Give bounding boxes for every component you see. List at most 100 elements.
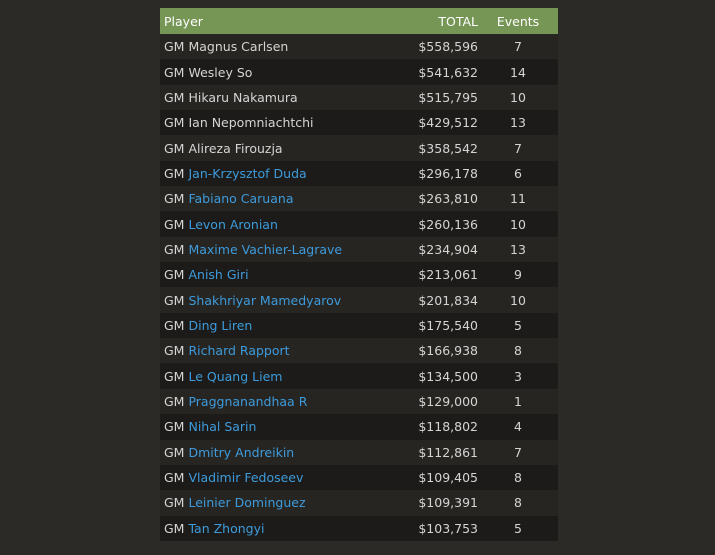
player-name-link[interactable]: Fabiano Caruana — [188, 191, 294, 207]
player-cell: GM Wesley So — [160, 59, 398, 84]
player-cell: GM Alireza Firouzja — [160, 135, 398, 160]
table-row: GM Ding Liren $175,540 5 — [160, 312, 558, 339]
table-row: GM Jan-Krzysztof Duda $296,178 6 — [160, 160, 558, 187]
events-cell: 5 — [514, 317, 522, 333]
player-title: GM — [164, 115, 185, 131]
total-cell: $541,632 — [418, 64, 478, 80]
events-cell: 9 — [514, 267, 522, 283]
player-cell: GM Nihal Sarin — [160, 414, 398, 439]
player-cell: GM Magnus Carlsen — [160, 34, 398, 59]
table-row: GM Shakhriyar Mamedyarov $201,834 10 — [160, 287, 558, 313]
table-row: GM Hikaru Nakamura $515,795 10 — [160, 84, 558, 111]
events-cell: 8 — [514, 470, 522, 486]
player-title: GM — [164, 89, 185, 105]
player-title: GM — [164, 470, 185, 486]
player-cell: GM Ding Liren — [160, 313, 398, 338]
total-cell: $201,834 — [418, 292, 478, 308]
events-cell: 8 — [514, 343, 522, 359]
player-cell: GM Leinier Dominguez — [160, 490, 398, 515]
player-cell: GM Le Quang Liem — [160, 363, 398, 388]
player-name: Alireza Firouzja — [188, 140, 283, 156]
player-title: GM — [164, 64, 185, 80]
player-title: GM — [164, 165, 185, 181]
events-cell: 1 — [514, 393, 522, 409]
table-row: GM Praggnanandhaa R $129,000 1 — [160, 388, 558, 415]
player-cell: GM Fabiano Caruana — [160, 186, 398, 211]
player-title: GM — [164, 419, 185, 435]
player-cell: GM Hikaru Nakamura — [160, 85, 398, 110]
player-name-link[interactable]: Jan-Krzysztof Duda — [188, 165, 307, 181]
table-header-row: Player TOTAL Events — [160, 8, 558, 34]
player-title: GM — [164, 343, 185, 359]
player-title: GM — [164, 39, 185, 55]
player-name-link[interactable]: Ding Liren — [188, 317, 253, 333]
player-title: GM — [164, 267, 185, 283]
player-title: GM — [164, 444, 185, 460]
events-cell: 4 — [514, 419, 522, 435]
total-cell: $296,178 — [418, 165, 478, 181]
table-row: GM Tan Zhongyi $103,753 5 — [160, 515, 558, 541]
total-cell: $166,938 — [418, 343, 478, 359]
player-name: Hikaru Nakamura — [188, 89, 298, 105]
player-cell: GM Richard Rapport — [160, 338, 398, 363]
table-row: GM Alireza Firouzja $358,542 7 — [160, 135, 558, 161]
total-cell: $263,810 — [418, 191, 478, 207]
total-cell: $260,136 — [418, 216, 478, 232]
events-cell: 7 — [514, 444, 522, 460]
player-title: GM — [164, 191, 185, 207]
events-cell: 8 — [514, 495, 522, 511]
total-cell: $109,405 — [418, 470, 478, 486]
player-title: GM — [164, 292, 185, 308]
player-name-link[interactable]: Tan Zhongyi — [188, 520, 265, 536]
player-cell: GM Praggnanandhaa R — [160, 389, 398, 414]
total-cell: $213,061 — [418, 267, 478, 283]
table-row: GM Leinier Dominguez $109,391 8 — [160, 490, 558, 516]
player-title: GM — [164, 495, 185, 511]
table-row: GM Le Quang Liem $134,500 3 — [160, 363, 558, 389]
total-cell: $112,861 — [418, 444, 478, 460]
table-row: GM Ian Nepomniachtchi $429,512 13 — [160, 110, 558, 136]
player-name-link[interactable]: Richard Rapport — [188, 343, 290, 359]
player-title: GM — [164, 140, 185, 156]
player-title: GM — [164, 317, 185, 333]
total-cell: $558,596 — [418, 39, 478, 55]
player-title: GM — [164, 216, 185, 232]
events-cell: 10 — [510, 292, 526, 308]
player-cell: GM Anish Giri — [160, 262, 398, 287]
player-name: Ian Nepomniachtchi — [188, 115, 314, 131]
events-cell: 13 — [510, 115, 526, 131]
player-name-link[interactable]: Leinier Dominguez — [188, 495, 306, 511]
total-cell: $175,540 — [418, 317, 478, 333]
total-cell: $429,512 — [418, 115, 478, 131]
player-cell: GM Tan Zhongyi — [160, 516, 398, 541]
player-name-link[interactable]: Shakhriyar Mamedyarov — [188, 292, 342, 308]
player-name-link[interactable]: Levon Aronian — [188, 216, 278, 232]
player-cell: GM Maxime Vachier-Lagrave — [160, 237, 398, 262]
header-events[interactable]: Events — [478, 8, 558, 34]
table-row: GM Magnus Carlsen $558,596 7 — [160, 34, 558, 60]
player-name-link[interactable]: Vladimir Fedoseev — [188, 470, 304, 486]
events-cell: 6 — [514, 165, 522, 181]
player-name-link[interactable]: Anish Giri — [188, 267, 249, 283]
events-cell: 14 — [510, 64, 526, 80]
header-total[interactable]: TOTAL — [398, 8, 478, 34]
table-row: GM Maxime Vachier-Lagrave $234,904 13 — [160, 236, 558, 263]
table-row: GM Vladimir Fedoseev $109,405 8 — [160, 464, 558, 491]
header-player[interactable]: Player — [160, 8, 398, 34]
events-cell: 7 — [514, 140, 522, 156]
player-name-link[interactable]: Dmitry Andreikin — [188, 444, 295, 460]
events-cell: 7 — [514, 39, 522, 55]
player-cell: GM Ian Nepomniachtchi — [160, 110, 398, 135]
total-cell: $358,542 — [418, 140, 478, 156]
player-name-link[interactable]: Le Quang Liem — [188, 368, 283, 384]
player-name-link[interactable]: Praggnanandhaa R — [188, 393, 308, 409]
events-cell: 10 — [510, 216, 526, 232]
player-cell: GM Shakhriyar Mamedyarov — [160, 287, 398, 312]
player-title: GM — [164, 393, 185, 409]
total-cell: $129,000 — [418, 393, 478, 409]
events-cell: 3 — [514, 368, 522, 384]
player-name-link[interactable]: Maxime Vachier-Lagrave — [188, 241, 343, 257]
events-cell: 5 — [514, 520, 522, 536]
player-title: GM — [164, 368, 185, 384]
player-name-link[interactable]: Nihal Sarin — [188, 419, 257, 435]
